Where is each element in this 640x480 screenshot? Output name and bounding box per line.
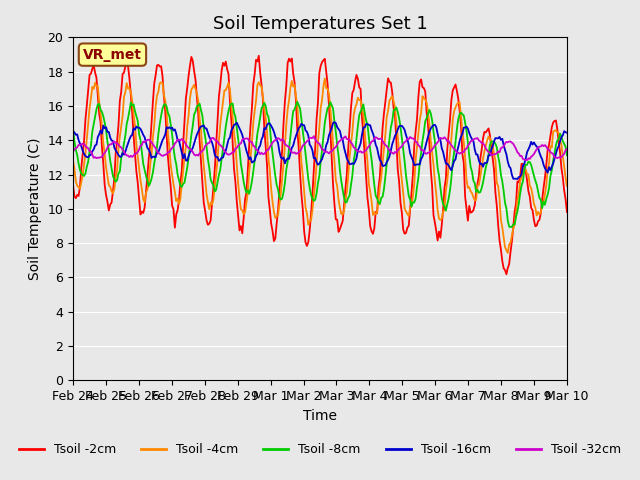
Tsoil -8cm bbox=[241, 185, 249, 191]
Tsoil -32cm bbox=[563, 146, 571, 152]
Tsoil -16cm bbox=[69, 128, 77, 134]
Tsoil -32cm bbox=[524, 157, 531, 163]
Tsoil -16cm bbox=[241, 142, 249, 148]
Tsoil -2cm bbox=[130, 133, 138, 139]
Tsoil -8cm bbox=[285, 145, 293, 151]
Tsoil -4cm bbox=[504, 250, 511, 256]
Line: Tsoil -8cm: Tsoil -8cm bbox=[73, 102, 567, 227]
Tsoil -4cm bbox=[216, 121, 224, 127]
Tsoil -4cm bbox=[321, 76, 329, 82]
Line: Tsoil -32cm: Tsoil -32cm bbox=[73, 136, 567, 160]
Tsoil -2cm bbox=[216, 82, 224, 88]
Tsoil -2cm bbox=[287, 59, 294, 64]
Tsoil -8cm bbox=[130, 102, 138, 108]
Tsoil -2cm bbox=[233, 198, 241, 204]
Tsoil -4cm bbox=[538, 201, 546, 206]
Tsoil -16cm bbox=[130, 125, 138, 131]
Tsoil -2cm bbox=[563, 209, 571, 215]
Legend: Tsoil -2cm, Tsoil -4cm, Tsoil -8cm, Tsoil -16cm, Tsoil -32cm: Tsoil -2cm, Tsoil -4cm, Tsoil -8cm, Tsoi… bbox=[14, 438, 626, 461]
Tsoil -4cm bbox=[285, 97, 293, 103]
Tsoil -8cm bbox=[294, 99, 301, 105]
Tsoil -2cm bbox=[69, 182, 77, 188]
Y-axis label: Soil Temperature (C): Soil Temperature (C) bbox=[28, 138, 42, 280]
Tsoil -32cm bbox=[538, 142, 546, 148]
Tsoil -2cm bbox=[502, 271, 510, 277]
Line: Tsoil -2cm: Tsoil -2cm bbox=[73, 56, 567, 274]
Tsoil -8cm bbox=[233, 125, 241, 131]
Tsoil -4cm bbox=[69, 157, 77, 163]
Tsoil -2cm bbox=[241, 197, 249, 203]
Tsoil -2cm bbox=[255, 53, 262, 59]
Tsoil -32cm bbox=[285, 144, 293, 150]
Tsoil -16cm bbox=[216, 157, 224, 163]
Tsoil -16cm bbox=[513, 176, 521, 182]
Text: VR_met: VR_met bbox=[83, 48, 142, 61]
Tsoil -16cm bbox=[233, 120, 241, 126]
Tsoil -16cm bbox=[563, 130, 571, 135]
Tsoil -8cm bbox=[507, 224, 515, 230]
Tsoil -32cm bbox=[233, 145, 241, 151]
Tsoil -4cm bbox=[130, 111, 138, 117]
Tsoil -8cm bbox=[69, 126, 77, 132]
Tsoil -16cm bbox=[538, 156, 546, 162]
Tsoil -32cm bbox=[130, 153, 138, 158]
Tsoil -4cm bbox=[563, 183, 571, 189]
Tsoil -32cm bbox=[310, 133, 317, 139]
Tsoil -2cm bbox=[538, 197, 546, 203]
Tsoil -4cm bbox=[241, 210, 249, 216]
Line: Tsoil -4cm: Tsoil -4cm bbox=[73, 79, 567, 253]
Tsoil -32cm bbox=[241, 136, 249, 142]
Tsoil -32cm bbox=[69, 149, 77, 155]
Tsoil -8cm bbox=[563, 152, 571, 158]
X-axis label: Time: Time bbox=[303, 408, 337, 422]
Line: Tsoil -16cm: Tsoil -16cm bbox=[73, 122, 567, 179]
Title: Soil Temperatures Set 1: Soil Temperatures Set 1 bbox=[212, 15, 428, 33]
Tsoil -8cm bbox=[538, 205, 546, 211]
Tsoil -16cm bbox=[331, 119, 339, 125]
Tsoil -32cm bbox=[216, 142, 224, 148]
Tsoil -16cm bbox=[285, 156, 293, 162]
Tsoil -8cm bbox=[216, 167, 224, 172]
Tsoil -4cm bbox=[233, 162, 241, 168]
